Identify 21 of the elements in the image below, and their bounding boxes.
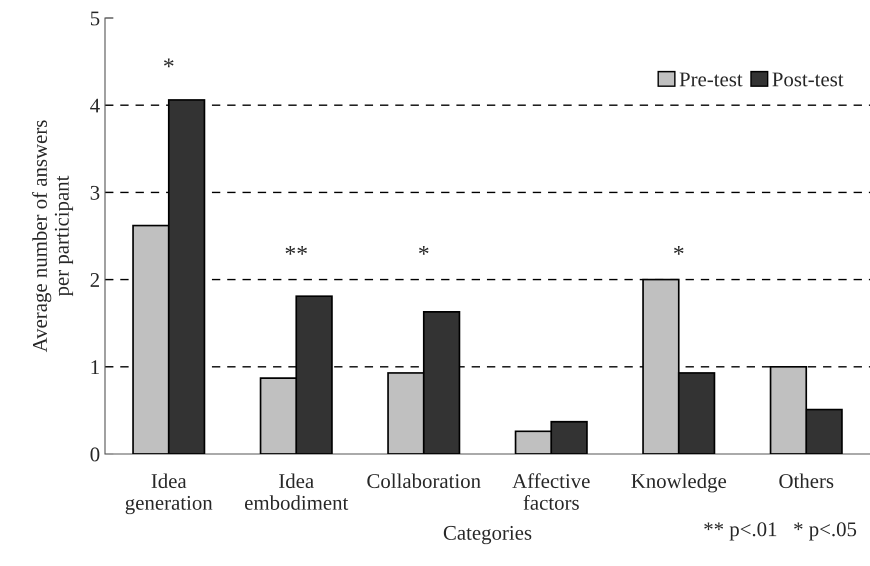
x-tick-label: Knowledge	[631, 473, 726, 492]
y-axis-title: Average number of answers per participant	[32, 120, 74, 352]
annotation: **	[286, 246, 307, 255]
x-axis-title: Categories	[444, 526, 532, 544]
annotation: *	[419, 246, 429, 255]
y-tick-label: 2	[90, 273, 99, 287]
annotation: *	[674, 246, 684, 255]
x-tick-label: Collaboration	[367, 473, 481, 488]
y-tick-label: 5	[90, 12, 100, 26]
y-tick-label: 4	[90, 98, 100, 112]
x-tick-label: Idea embodiment	[244, 473, 348, 510]
text: ** p<.01 * p<.05	[704, 522, 856, 541]
legend-label: Pre-test	[680, 72, 743, 86]
legend-label: Post-test	[772, 72, 844, 86]
x-tick-label: Others	[779, 473, 834, 488]
y-tick-label: 3	[90, 186, 100, 200]
x-tick-label: Affective factors	[512, 473, 590, 510]
annotation: *	[164, 58, 174, 68]
y-tick-label: 1	[92, 360, 99, 374]
x-tick-label: Idea generation	[126, 473, 212, 514]
y-tick-label: 0	[90, 447, 100, 462]
